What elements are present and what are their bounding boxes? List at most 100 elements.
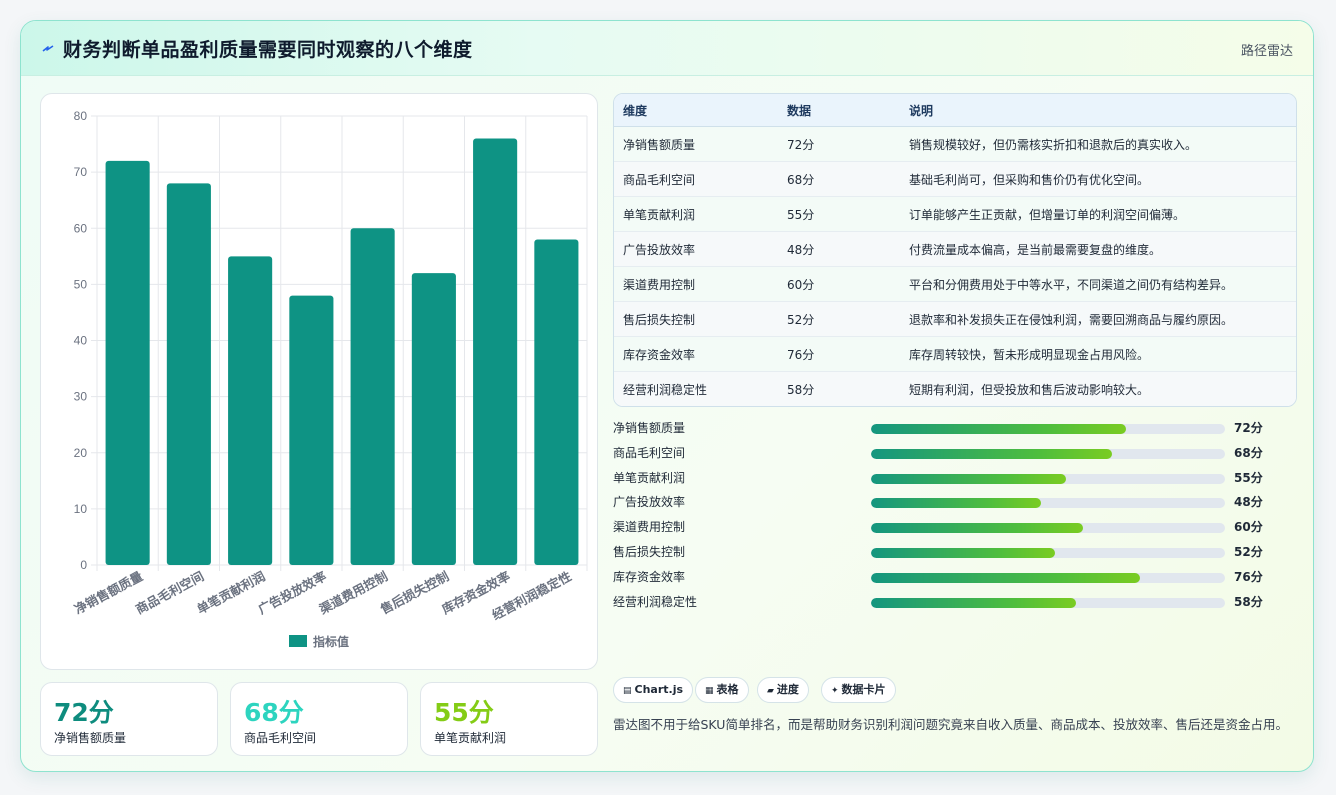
progress-label: 广告投放效率 xyxy=(613,495,686,510)
bar xyxy=(411,273,456,565)
progress-row: 净销售额质量 72分 xyxy=(613,417,1273,442)
x-tick-label: 单笔贡献利润 xyxy=(194,568,267,616)
progress-value: 68分 xyxy=(1234,445,1263,460)
chip-chartjs[interactable]: ▤ Chart.js xyxy=(613,677,694,703)
bar-chart: 0 10 20 30 40 50 60 70 80 净销售额质量商品毛利空间单笔贡献利润广告投放效… xyxy=(72,109,588,649)
table-row: 净销售额质量 72分 销售规模较好，但仍需核实折扣和退款后的真实收入。 xyxy=(614,126,1296,162)
progress-value: 72分 xyxy=(1234,421,1263,435)
table-cell: 72分 xyxy=(778,126,900,162)
table-cell: 经营利润稳定性 xyxy=(614,371,778,406)
kpi-value: 55分 xyxy=(434,698,494,727)
kpi-value: 72分 xyxy=(54,698,114,727)
table-row: 库存资金效率 76分 库存周转较快，暂未形成明显现金占用风险。 xyxy=(614,336,1296,372)
bar xyxy=(105,160,150,565)
progress-fill xyxy=(871,448,1112,459)
progress-row: 经营利润稳定性 58分 xyxy=(613,591,1273,616)
progress-label: 经营利润稳定性 xyxy=(613,594,698,609)
progress-fill xyxy=(871,424,1126,434)
table-cell: 退款率和补发损失正在侵蚀利润，需要回溯商品与履约原因。 xyxy=(900,301,1296,337)
progress-value: 52分 xyxy=(1234,544,1263,559)
y-tick-label: 60 xyxy=(74,221,88,235)
table-header-cell: 说明 xyxy=(900,94,1296,127)
progress-label: 售后损失控制 xyxy=(613,544,686,559)
table-row: 渠道费用控制 60分 平台和分佣费用处于中等水平，不同渠道之间仍有结构差异。 xyxy=(614,266,1296,302)
chip-progress[interactable]: ▰ 进度 xyxy=(757,677,809,703)
bolt-icon xyxy=(42,45,54,52)
table-cell: 付费流量成本偏高，是当前最需要复盘的维度。 xyxy=(900,231,1296,267)
kpi-label: 单笔贡献利润 xyxy=(434,731,507,745)
progress-track xyxy=(871,473,1225,484)
table-cell: 60分 xyxy=(778,266,900,302)
bar-chart-panel: 0 10 20 30 40 50 60 70 80 净销售额质量 商品毛利空间 单笔贡献利润 广告投放效… xyxy=(40,93,598,670)
table-row: 单笔贡献利润 55分 订单能够产生正贡献，但增量订单的利润空间偏薄。 xyxy=(614,196,1296,232)
bar xyxy=(289,295,334,565)
legend-label: 指标值 xyxy=(313,634,349,649)
table-header-cell: 维度 xyxy=(614,94,778,127)
x-tick-label: 净销售额质量 xyxy=(72,568,146,617)
chip-label: Chart.js xyxy=(634,683,684,696)
progress-label: 净销售额质量 xyxy=(613,421,686,435)
progress-label: 商品毛利空间 xyxy=(613,445,686,460)
progress-row: 广告投放效率 48分 xyxy=(613,491,1273,516)
progress-label: 渠道费用控制 xyxy=(613,520,686,535)
table-row: 广告投放效率 48分 付费流量成本偏高，是当前最需要复盘的维度。 xyxy=(614,231,1296,267)
kpi-card-1: 72分 净销售额质量 xyxy=(40,682,218,756)
progress-label: 库存资金效率 xyxy=(613,569,686,584)
table-cell: 55分 xyxy=(778,196,900,232)
y-tick-label: 30 xyxy=(74,390,88,404)
x-tick-label: 广告投放效率 xyxy=(256,568,330,617)
table-cell: 短期有利润，但受投放和售后波动影响较大。 xyxy=(900,371,1296,406)
progress-row: 单笔贡献利润 55分 xyxy=(613,467,1273,492)
progress-list: 净销售额质量 72分 商品毛利空间 68分 单笔贡献利润 55分 广告投放效率 … xyxy=(613,417,1273,615)
dimension-table: 维度 数据 说明 净销售额质量 72分 销售规模较好，但仍需核实折扣和退款后的真… xyxy=(614,94,1296,406)
table-cell: 库存资金效率 xyxy=(614,336,778,372)
progress-value: 55分 xyxy=(1234,470,1263,485)
table-cell: 平台和分佣费用处于中等水平，不同渠道之间仍有结构差异。 xyxy=(900,266,1296,302)
y-tick-label: 10 xyxy=(74,502,88,516)
x-tick-label: 商品毛利空间 xyxy=(133,568,206,616)
progress-fill xyxy=(871,523,1084,534)
y-tick-label: 80 xyxy=(74,109,88,123)
progress-track xyxy=(871,424,1225,434)
table-header-row: 维度 数据 说明 xyxy=(614,94,1296,127)
progress-value: 76分 xyxy=(1234,569,1263,584)
header-tag: 路径雷达 xyxy=(1240,44,1293,59)
progress-fill xyxy=(871,572,1141,583)
bar xyxy=(473,138,518,565)
table-row: 售后损失控制 52分 退款率和补发损失正在侵蚀利润，需要回溯商品与履约原因。 xyxy=(614,301,1296,337)
bar xyxy=(228,256,273,565)
progress-track xyxy=(871,498,1225,509)
progress-track xyxy=(871,523,1225,534)
chip-label: 进度 xyxy=(776,683,799,696)
table-cell: 76分 xyxy=(778,336,900,372)
kpi-label: 商品毛利空间 xyxy=(244,731,317,745)
header-bar: 财务判断单品盈利质量需要同时观察的八个维度 路径雷达 xyxy=(21,21,1313,76)
dimension-table-panel: 维度 数据 说明 净销售额质量 72分 销售规模较好，但仍需核实折扣和退款后的真… xyxy=(613,93,1297,407)
page-title: 财务判断单品盈利质量需要同时观察的八个维度 xyxy=(63,39,473,61)
table-cell: 52分 xyxy=(778,301,900,337)
progress-track xyxy=(871,547,1225,558)
progress-track xyxy=(871,572,1225,583)
chip-data-card[interactable]: ✦ 数据卡片 xyxy=(821,677,896,703)
chip-label: 表格 xyxy=(716,683,739,696)
progress-fill xyxy=(871,547,1056,558)
summary-note: 雷达图不用于给SKU简单排名，而是帮助财务识别利润问题究竟来自收入质量、商品成本… xyxy=(613,717,1288,732)
table-cell: 库存周转较快，暂未形成明显现金占用风险。 xyxy=(900,336,1296,372)
chip-table[interactable]: ▦ 表格 xyxy=(695,677,749,703)
bar xyxy=(166,183,211,565)
table-cell: 净销售额质量 xyxy=(614,126,778,162)
progress-fill xyxy=(871,597,1077,608)
progress-row: 渠道费用控制 60分 xyxy=(613,516,1273,541)
y-tick-label: 20 xyxy=(74,446,88,460)
table-row: 经营利润稳定性 58分 短期有利润，但受投放和售后波动影响较大。 xyxy=(614,371,1296,406)
bar xyxy=(350,228,395,565)
progress-row: 售后损失控制 52分 xyxy=(613,541,1273,566)
progress-fill xyxy=(871,473,1066,484)
chart-icon: ▤ xyxy=(623,686,632,696)
chip-label: 数据卡片 xyxy=(841,683,886,696)
progress-label: 单笔贡献利润 xyxy=(613,470,686,485)
table-cell: 广告投放效率 xyxy=(614,231,778,267)
progress-value: 58分 xyxy=(1234,594,1263,609)
y-tick-label: 70 xyxy=(74,165,88,179)
progress-value: 60分 xyxy=(1234,520,1263,535)
